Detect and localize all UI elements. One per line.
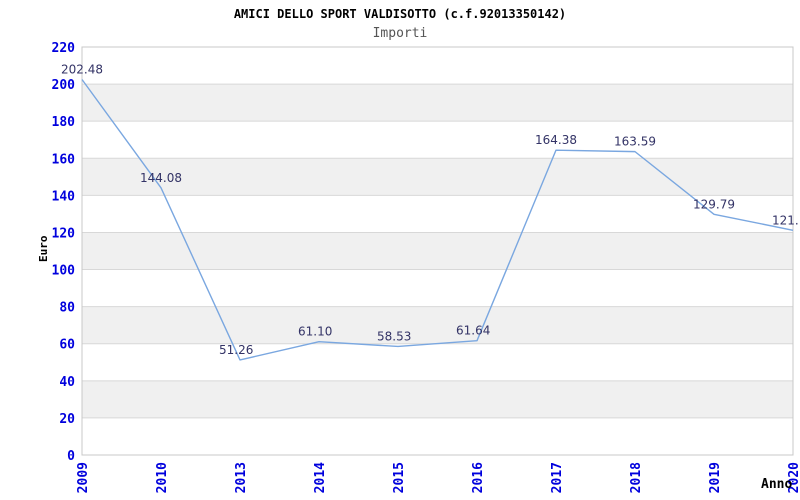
y-tick-label: 120 xyxy=(52,226,76,241)
plot-band xyxy=(82,84,793,122)
x-tick-label: 2014 xyxy=(313,462,328,493)
y-tick-label: 180 xyxy=(52,115,76,130)
chart-title: AMICI DELLO SPORT VALDISOTTO (c.f.920133… xyxy=(233,7,567,21)
y-tick-label: 0 xyxy=(67,449,75,464)
y-tick-label: 200 xyxy=(52,78,76,93)
data-point-label: 58.53 xyxy=(377,329,411,343)
data-point-label: 61.10 xyxy=(298,325,332,339)
x-tick-label: 2019 xyxy=(708,462,723,493)
data-point-label: 144.08 xyxy=(140,171,182,185)
plot-band xyxy=(82,380,793,418)
y-tick-label: 80 xyxy=(59,301,75,316)
y-axis-title: Euro xyxy=(37,235,50,263)
y-tick-label: 160 xyxy=(52,152,76,167)
y-tick-label: 40 xyxy=(59,375,75,390)
x-tick-label: 2009 xyxy=(76,462,91,493)
data-point-label: 163.59 xyxy=(614,135,656,149)
plot-band xyxy=(82,158,793,196)
y-tick-label: 100 xyxy=(52,264,76,279)
plot-band xyxy=(82,306,793,344)
data-point-label: 51.26 xyxy=(219,343,253,357)
plot-border xyxy=(81,46,794,456)
series-line xyxy=(81,79,794,361)
y-tick-label: 60 xyxy=(59,338,75,353)
x-tick-label: 2016 xyxy=(471,462,486,493)
x-tick-label: 2015 xyxy=(392,462,407,493)
y-tick-label: 20 xyxy=(59,412,75,427)
data-point-label: 164.38 xyxy=(535,133,577,147)
x-tick-label: 2017 xyxy=(550,462,565,493)
data-point-label: 202.48 xyxy=(61,62,103,76)
x-tick-label: 2020 xyxy=(787,462,800,493)
x-tick-label: 2013 xyxy=(234,462,249,493)
x-tick-label: 2010 xyxy=(155,462,170,493)
data-point-label: 61.64 xyxy=(456,324,490,338)
plot-band xyxy=(82,232,793,270)
y-tick-label: 220 xyxy=(52,41,76,56)
x-axis-title: Anno xyxy=(761,477,793,492)
chart-subtitle: Importi xyxy=(372,26,428,41)
data-point-label: 129.79 xyxy=(693,197,735,211)
data-point-label: 121.17 xyxy=(772,213,800,227)
y-tick-label: 140 xyxy=(52,189,76,204)
x-tick-label: 2018 xyxy=(629,462,644,493)
